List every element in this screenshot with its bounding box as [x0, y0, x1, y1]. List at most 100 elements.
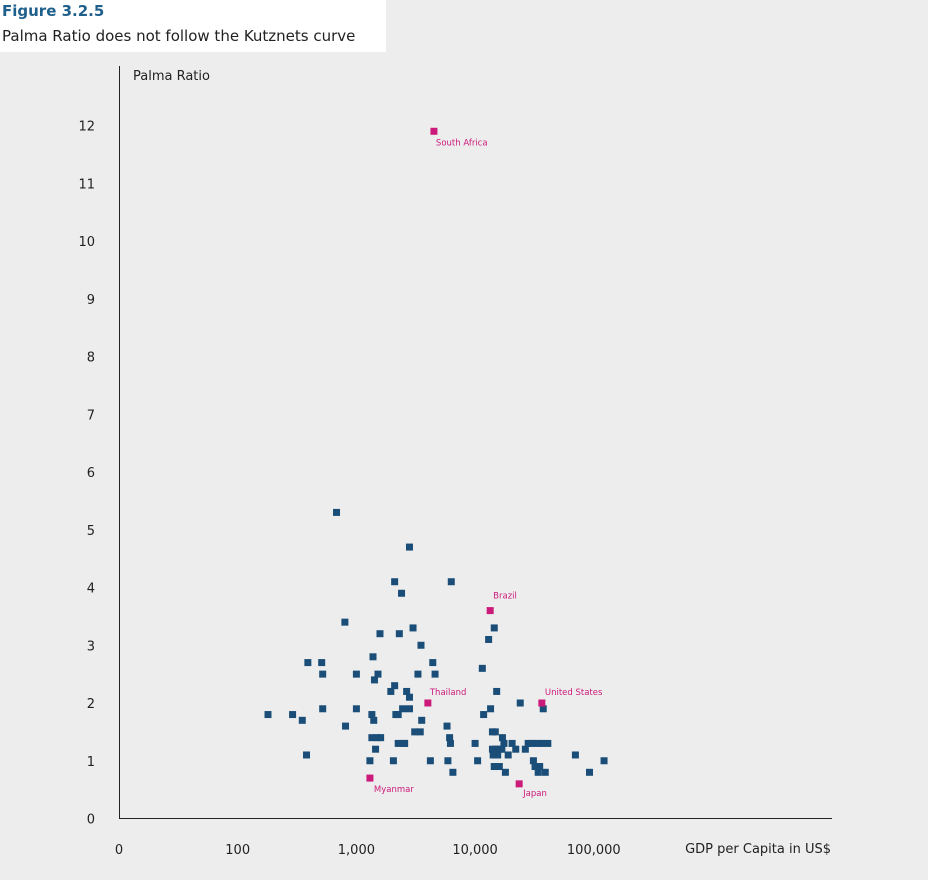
data-point — [501, 768, 509, 776]
highlight-point — [424, 699, 432, 707]
data-point — [341, 618, 349, 626]
highlight-point — [538, 699, 546, 707]
data-points — [264, 508, 608, 776]
data-point — [443, 722, 451, 730]
data-point — [489, 751, 497, 759]
y-tick-label: 1 — [87, 755, 95, 770]
data-point — [544, 739, 552, 747]
data-point — [399, 705, 407, 713]
y-tick-label: 4 — [87, 582, 95, 597]
data-point — [416, 728, 424, 736]
y-tick-label: 7 — [87, 408, 95, 423]
data-point — [370, 676, 378, 684]
data-point — [352, 705, 360, 713]
data-point — [426, 757, 434, 765]
data-point — [319, 670, 327, 678]
highlight-label: Brazil — [493, 592, 517, 602]
data-point — [374, 670, 382, 678]
y-tick-label: 10 — [78, 235, 95, 250]
data-point — [487, 705, 495, 713]
data-point — [480, 711, 488, 719]
data-point — [368, 734, 376, 742]
data-point — [444, 757, 452, 765]
data-point — [403, 687, 411, 695]
data-point — [500, 739, 508, 747]
data-point — [498, 734, 506, 742]
data-point — [333, 508, 341, 516]
x-tick-label: 10,000 — [452, 843, 498, 858]
data-point — [539, 705, 547, 713]
data-point — [429, 659, 437, 667]
data-point — [398, 589, 406, 597]
data-point — [394, 739, 402, 747]
y-tick-label: 0 — [87, 813, 95, 828]
highlight-point — [430, 127, 438, 135]
data-point — [377, 734, 385, 742]
data-point — [401, 739, 409, 747]
y-axis-title: Palma Ratio — [133, 69, 210, 84]
y-tick-label: 2 — [87, 697, 95, 712]
data-point — [369, 653, 377, 661]
data-point — [531, 763, 539, 771]
data-point — [504, 751, 512, 759]
data-point — [586, 768, 594, 776]
y-tick-label: 12 — [78, 120, 95, 135]
data-point — [494, 751, 502, 759]
data-point — [521, 745, 529, 753]
data-point — [411, 728, 419, 736]
figure-header: Figure 3.2.5 Palma Ratio does not follow… — [0, 0, 386, 52]
data-point — [389, 757, 397, 765]
data-point — [498, 745, 506, 753]
data-point — [405, 543, 413, 551]
data-point — [289, 711, 297, 719]
data-point — [491, 728, 499, 736]
y-tick-label: 9 — [87, 293, 95, 308]
data-point — [474, 757, 482, 765]
data-point — [394, 711, 402, 719]
highlight-label: Japan — [522, 789, 547, 799]
data-point — [571, 751, 579, 759]
data-point — [488, 745, 496, 753]
data-point — [395, 630, 403, 638]
data-point — [541, 768, 549, 776]
data-point — [366, 757, 374, 765]
data-point — [529, 757, 537, 765]
data-point — [372, 745, 380, 753]
data-point — [319, 705, 327, 713]
y-tick-label: 11 — [78, 177, 95, 192]
data-point — [447, 578, 455, 586]
data-point — [431, 670, 439, 678]
data-point — [508, 739, 516, 747]
highlight-point — [366, 774, 374, 782]
data-point — [376, 630, 384, 638]
data-point — [493, 687, 501, 695]
data-point — [414, 670, 422, 678]
highlighted-points: South Africa Brazil Thailand United States M… — [366, 127, 603, 799]
y-tick-label: 5 — [87, 524, 95, 539]
data-point — [534, 768, 542, 776]
data-point — [516, 699, 524, 707]
highlight-label: United States — [545, 688, 603, 698]
data-point — [370, 716, 378, 724]
data-point — [303, 751, 311, 759]
data-point — [318, 659, 326, 667]
data-point — [524, 739, 532, 747]
highlight-point — [515, 780, 523, 788]
data-point — [490, 624, 498, 632]
highlight-point — [486, 607, 494, 615]
data-point — [405, 705, 413, 713]
data-point — [387, 687, 395, 695]
data-point — [490, 763, 498, 771]
figure-label: Figure 3.2.5 — [2, 2, 105, 20]
data-point — [533, 739, 541, 747]
data-point — [352, 670, 360, 678]
data-point — [409, 624, 417, 632]
data-point — [342, 722, 350, 730]
highlight-label: Thailand — [429, 688, 467, 698]
data-point — [478, 664, 486, 672]
data-point — [446, 739, 454, 747]
data-point — [391, 578, 399, 586]
data-point — [485, 635, 493, 643]
